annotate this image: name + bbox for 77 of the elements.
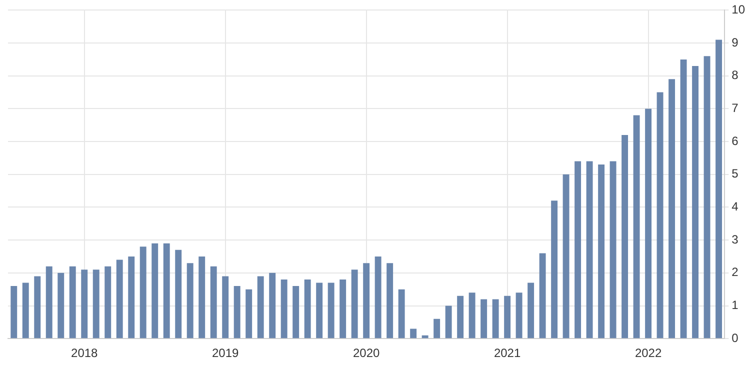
bar	[598, 164, 605, 338]
bar	[316, 282, 323, 338]
bar	[140, 246, 146, 338]
bar	[410, 328, 417, 338]
bar	[92, 270, 100, 338]
bar	[46, 266, 52, 338]
bar	[186, 263, 194, 338]
bar	[704, 56, 710, 338]
bar	[152, 243, 158, 338]
x-tick-label: 2019	[212, 346, 240, 360]
bar	[692, 66, 699, 338]
bar	[58, 272, 64, 338]
bar	[656, 92, 664, 338]
bar	[175, 250, 182, 338]
bar	[116, 260, 123, 338]
bar	[234, 286, 240, 338]
bar	[398, 289, 405, 338]
bar	[363, 263, 370, 338]
y-tick-label: 1	[732, 298, 739, 312]
y-tick-label: 9	[732, 35, 739, 50]
x-tick-label: 2021	[494, 346, 521, 360]
bar	[528, 282, 534, 338]
bar	[340, 279, 346, 338]
y-tick-label: 2	[732, 265, 739, 280]
bar	[492, 299, 499, 338]
y-tick-label: 10	[732, 2, 746, 17]
bar	[257, 276, 264, 338]
bar	[586, 161, 593, 338]
bar	[633, 115, 640, 338]
y-tick-label: 0	[732, 330, 739, 345]
y-tick-label: 4	[732, 200, 739, 214]
y-tick-label: 5	[732, 166, 739, 181]
bar	[374, 256, 382, 338]
bar	[716, 40, 722, 338]
bar	[222, 276, 229, 338]
x-tick-label: 2020	[352, 346, 380, 360]
bar	[457, 296, 464, 338]
bar	[551, 200, 558, 338]
bar	[292, 286, 300, 338]
bar	[422, 335, 428, 338]
bar	[328, 282, 334, 338]
bar	[163, 243, 170, 338]
bar	[81, 270, 88, 338]
y-tick-label: 3	[732, 232, 739, 246]
bar	[539, 253, 546, 338]
bar	[445, 306, 452, 338]
bar	[645, 108, 652, 338]
bar	[680, 59, 687, 338]
bar	[504, 296, 511, 338]
bar	[210, 266, 217, 338]
y-tick-label: 7	[732, 101, 739, 116]
x-tick-label: 2022	[634, 346, 662, 360]
y-tick-label: 8	[732, 68, 739, 82]
bar	[246, 289, 252, 338]
bar	[668, 79, 676, 338]
bar	[269, 272, 276, 338]
bar	[468, 292, 476, 338]
bar	[351, 270, 358, 338]
bar	[280, 279, 288, 338]
bar	[10, 286, 18, 338]
bar	[22, 282, 29, 338]
bar	[610, 161, 616, 338]
bar	[574, 161, 582, 338]
bar	[562, 174, 570, 338]
bar	[69, 266, 76, 338]
bar	[304, 279, 311, 338]
bar	[622, 134, 628, 338]
bar	[198, 256, 206, 338]
bar	[516, 292, 522, 338]
bar	[104, 266, 112, 338]
bar	[434, 318, 440, 338]
bar	[386, 263, 394, 338]
x-tick-label: 2018	[71, 346, 98, 360]
y-tick-label: 6	[732, 134, 739, 148]
bar	[128, 256, 135, 338]
bar	[480, 299, 488, 338]
bar	[34, 276, 41, 338]
